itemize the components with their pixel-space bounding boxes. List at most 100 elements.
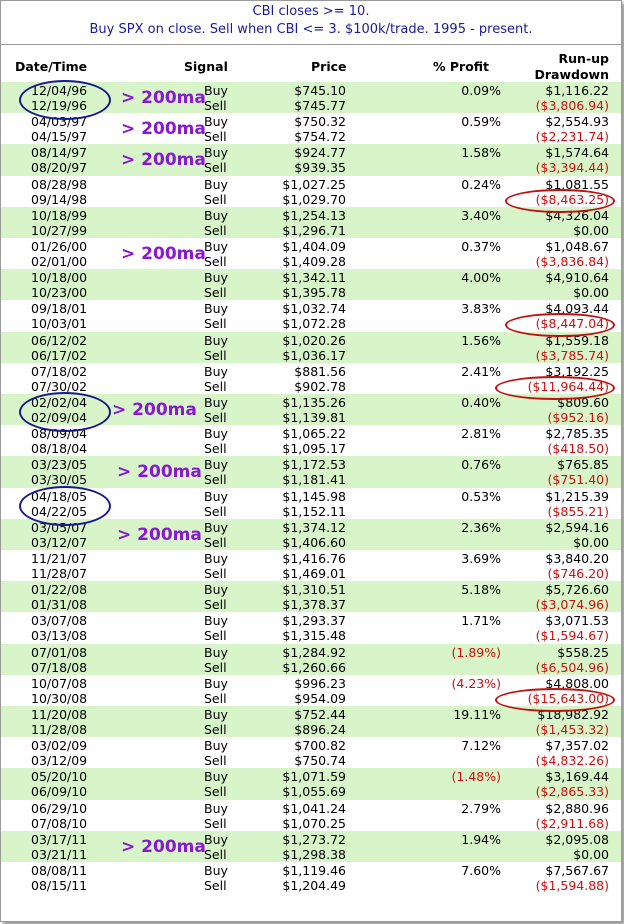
runup-cell: $4,808.00 — [545, 675, 609, 691]
drawdown-highlight-circle — [505, 188, 615, 213]
runup-cell: $4,910.64 — [545, 270, 609, 286]
runup-cell: $765.85 — [557, 457, 609, 473]
annotation-200ma: > 200ma — [117, 462, 202, 483]
table-row: 11/20/08 11/28/08 Buy Sell $752.44 $896.24 19.… — [1, 706, 621, 738]
drawdown-cell: ($3,836.84) — [535, 254, 609, 269]
table-row: 01/22/08 01/31/08 Buy Sell $1,310.51 $1,378.3… — [1, 581, 621, 613]
header-profit: % Profit — [433, 59, 490, 74]
buy-date-cell: 07/18/02 — [31, 363, 88, 379]
signal-buy-cell: Buy — [204, 675, 228, 691]
signal-buy-cell: Buy — [204, 83, 228, 98]
drawdown-cell: ($418.50) — [547, 441, 609, 457]
buy-date-cell: 03/23/05 — [31, 457, 88, 473]
buy-price-cell: $1,342.11 — [282, 270, 346, 286]
table-row: 10/18/00 10/23/00 Buy Sell $1,342.11 $1,395.7… — [1, 269, 621, 301]
signal-sell-cell: Sell — [204, 659, 227, 675]
drawdown-cell: ($751.40) — [547, 472, 609, 488]
drawdown-cell: ($4,832.26) — [535, 753, 609, 769]
runup-cell: $2,554.93 — [545, 114, 609, 130]
buy-date-cell: 08/14/97 — [31, 145, 88, 161]
table-row: 03/23/05 03/30/05 Buy Sell $1,172.53 $1,181.4… — [1, 456, 621, 488]
signal-buy-cell: Buy — [204, 488, 228, 504]
buy-price-cell: $1,065.22 — [282, 426, 346, 442]
annotation-200ma: > 200ma — [112, 400, 197, 420]
profit-cell: 2.81% — [461, 426, 501, 442]
header-date: Date/Time — [15, 59, 88, 74]
signal-sell-cell: Sell — [204, 534, 227, 550]
sell-price-cell: $1,395.78 — [282, 285, 346, 301]
signal-buy-cell: Buy — [204, 176, 228, 192]
profit-cell: 0.40% — [461, 395, 501, 410]
annotation-200ma: > 200ma — [121, 150, 206, 171]
drawdown-cell: ($1,594.67) — [535, 628, 609, 644]
sell-date-cell: 10/23/00 — [31, 285, 88, 301]
sell-date-cell: 10/27/99 — [31, 222, 88, 238]
profit-cell: 0.24% — [461, 176, 501, 192]
buy-price-cell: $1,071.59 — [282, 769, 346, 785]
table-row: 07/01/08 07/18/08 Buy Sell $1,284.92 $1,260.6… — [1, 643, 621, 675]
buy-price-cell: $1,020.26 — [282, 332, 346, 348]
sell-price-cell: $1,315.48 — [282, 628, 346, 644]
header-signal: Signal — [184, 59, 228, 74]
signal-sell-cell: Sell — [204, 846, 227, 862]
signal-sell-cell: Sell — [204, 191, 227, 207]
sell-date-cell: 11/28/08 — [31, 722, 88, 737]
profit-cell: 0.53% — [461, 488, 501, 504]
drawdown-highlight-circle — [495, 687, 615, 712]
signal-sell-cell: Sell — [204, 285, 227, 301]
annotation-200ma: > 200ma — [121, 119, 206, 140]
sell-date-cell: 03/13/08 — [31, 628, 88, 644]
sell-date-cell: 06/17/02 — [31, 347, 88, 363]
title-line-1: CBI closes >= 10. — [252, 4, 370, 19]
date-highlight-circle — [19, 392, 111, 432]
buy-date-cell: 06/12/02 — [31, 332, 88, 348]
sell-date-cell: 11/28/07 — [31, 566, 88, 581]
profit-cell: 1.58% — [461, 145, 501, 161]
signal-buy-cell: Buy — [204, 301, 228, 317]
buy-price-cell: $1,145.98 — [282, 488, 346, 504]
sell-date-cell: 06/09/10 — [31, 784, 88, 800]
signal-sell-cell: Sell — [204, 628, 227, 644]
buy-date-cell: 03/07/08 — [31, 613, 88, 629]
profit-cell: (4.23%) — [451, 675, 501, 691]
table-row: 05/20/10 06/09/10 Buy Sell $1,071.59 $1,055.6… — [1, 768, 621, 800]
table-row: 03/02/09 03/12/09 Buy Sell $700.82 $750.74 7.1… — [1, 737, 621, 768]
sell-price-cell: $1,406.60 — [282, 534, 346, 550]
sell-price-cell: $1,139.81 — [282, 410, 346, 425]
runup-cell: $558.25 — [557, 644, 609, 660]
drawdown-cell: ($952.16) — [547, 410, 609, 425]
profit-cell: 3.69% — [461, 551, 501, 566]
signal-buy-cell: Buy — [204, 738, 228, 754]
buy-date-cell: 10/07/08 — [31, 675, 88, 691]
profit-cell: 19.11% — [453, 707, 501, 722]
annotation-200ma: > 200ma — [121, 88, 206, 108]
signal-buy-cell: Buy — [204, 457, 228, 473]
table-row: 08/09/04 08/18/04 Buy Sell $1,065.22 $1,095.1… — [1, 425, 621, 456]
table-row: 10/18/99 10/27/99 Buy Sell $1,254.13 $1,296.7… — [1, 206, 621, 238]
buy-date-cell: 03/02/09 — [31, 738, 88, 754]
drawdown-cell: ($3,394.44) — [535, 160, 609, 176]
sell-date-cell: 09/14/98 — [31, 191, 88, 207]
buy-price-cell: $700.82 — [294, 738, 346, 754]
drawdown-cell: ($2,231.74) — [535, 129, 609, 145]
buy-price-cell: $750.32 — [294, 114, 346, 130]
profit-cell: 3.83% — [461, 301, 501, 317]
table-row: 01/26/00 02/01/00 Buy Sell $1,404.09 $1,409.2… — [1, 238, 621, 269]
signal-buy-cell: Buy — [204, 800, 228, 816]
table-row: 06/12/02 06/17/02 Buy Sell $1,020.26 $1,036.1… — [1, 331, 621, 363]
buy-price-cell: $1,374.12 — [282, 519, 346, 535]
signal-buy-cell: Buy — [204, 145, 228, 161]
buy-price-cell: $1,273.72 — [282, 831, 346, 847]
sell-date-cell: 03/30/05 — [31, 472, 88, 488]
sell-price-cell: $750.74 — [294, 753, 346, 769]
runup-cell: $3,840.20 — [545, 551, 609, 566]
buy-price-cell: $1,032.74 — [282, 301, 346, 317]
sell-price-cell: $1,409.28 — [282, 254, 346, 269]
profit-cell: 0.37% — [461, 239, 501, 254]
sell-price-cell: $1,070.25 — [282, 815, 346, 831]
title-divider — [1, 44, 621, 45]
annotation-200ma: > 200ma — [121, 244, 206, 264]
title-line-2: Buy SPX on close. Sell when CBI <= 3. $1… — [89, 22, 533, 37]
signal-buy-cell: Buy — [204, 519, 228, 535]
